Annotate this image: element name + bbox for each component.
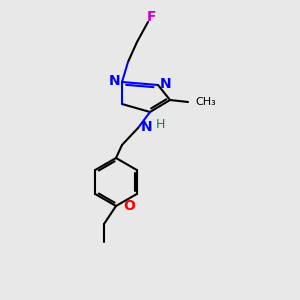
Text: N: N <box>109 74 121 88</box>
Text: CH₃: CH₃ <box>195 97 216 107</box>
Text: F: F <box>146 10 156 24</box>
Text: H: H <box>156 118 165 130</box>
Text: O: O <box>123 199 135 213</box>
Text: N: N <box>141 120 153 134</box>
Text: N: N <box>160 77 172 91</box>
